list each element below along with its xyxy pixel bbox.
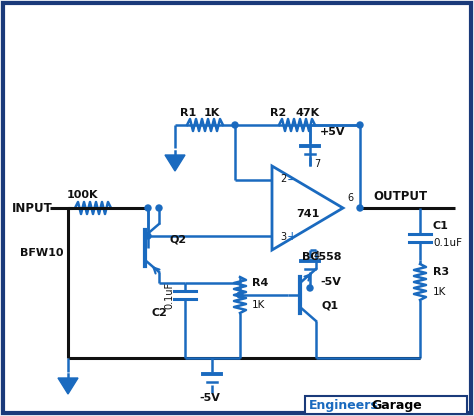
Text: 4: 4 [314,251,320,261]
Text: Engineers: Engineers [309,399,379,411]
Text: C1: C1 [433,221,449,231]
Text: R2: R2 [270,108,286,118]
Circle shape [232,122,238,128]
Text: BFW10: BFW10 [20,248,64,258]
Text: -5V: -5V [320,277,341,287]
Circle shape [156,205,162,211]
Text: R1: R1 [180,108,196,118]
Text: OUTPUT: OUTPUT [373,190,427,203]
Text: BC558: BC558 [302,252,341,262]
Text: 741: 741 [296,209,319,219]
Circle shape [307,285,313,291]
Circle shape [357,122,363,128]
Text: 7: 7 [314,159,320,169]
Text: 1K: 1K [433,287,447,297]
Text: Q1: Q1 [322,300,339,310]
Text: +5V: +5V [320,127,346,137]
Text: +: + [287,230,297,243]
Text: Q2: Q2 [170,235,187,245]
Text: 100K: 100K [66,190,98,200]
Text: -5V: -5V [200,393,220,403]
Text: C2: C2 [151,308,167,318]
Text: 6: 6 [347,193,353,203]
Text: Garage: Garage [371,399,422,411]
Polygon shape [58,378,78,394]
Text: 1K: 1K [252,300,265,310]
Text: INPUT: INPUT [12,201,53,215]
Circle shape [237,292,243,298]
Polygon shape [165,155,185,171]
Circle shape [145,233,151,239]
Circle shape [357,205,363,211]
FancyBboxPatch shape [305,396,467,414]
Text: −: − [287,173,297,186]
Text: 3: 3 [280,232,286,242]
Text: 1K: 1K [204,108,220,118]
Text: 0.1uF: 0.1uF [433,238,462,248]
Circle shape [145,205,151,211]
Text: R3: R3 [433,267,449,277]
Text: 0.1uF: 0.1uF [164,282,174,309]
Text: 47K: 47K [296,108,320,118]
Text: R4: R4 [252,278,268,288]
Text: 2: 2 [280,174,286,184]
FancyBboxPatch shape [3,3,471,413]
